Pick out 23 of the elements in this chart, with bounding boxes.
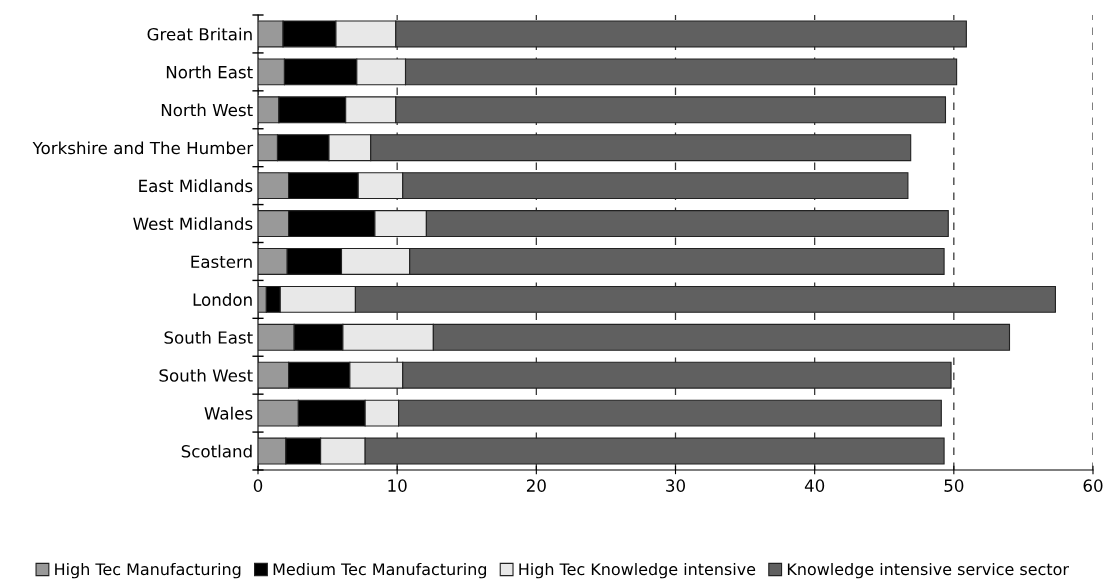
y-tick-label: South East [164,330,253,344]
y-tick-label: South West [159,368,253,382]
y-tick-label: Yorkshire and The Humber [32,141,254,155]
x-tick-label: 0 [253,479,263,492]
y-tick-label: Scotland [181,444,252,458]
x-tick-label: 60 [1083,479,1103,492]
y-tick-label: London [193,293,252,306]
y-tick-label: East Midlands [139,179,253,193]
y-tick-label: Eastern [191,255,252,269]
legend-label: High Tec Manufacturing [55,562,241,579]
legend-label: Medium Tec Manufacturing [273,562,487,579]
y-tick-label: Wales [204,406,253,420]
y-tick-label: Great Britain [147,27,252,41]
y-tick-label: North East [166,65,253,79]
x-tick-label: 50 [944,479,964,492]
legend-label: High Tec Knowledge intensive [519,562,756,579]
x-tick-label: 40 [804,479,825,492]
x-tick-label: 20 [526,479,546,492]
legend-label: Knowledge intensive service sector [787,562,1069,579]
y-tick-label: North West [161,103,253,117]
y-tick-label: West Midlands [133,217,253,231]
x-tick-label: 30 [666,479,685,492]
x-tick-label: 10 [388,479,407,492]
